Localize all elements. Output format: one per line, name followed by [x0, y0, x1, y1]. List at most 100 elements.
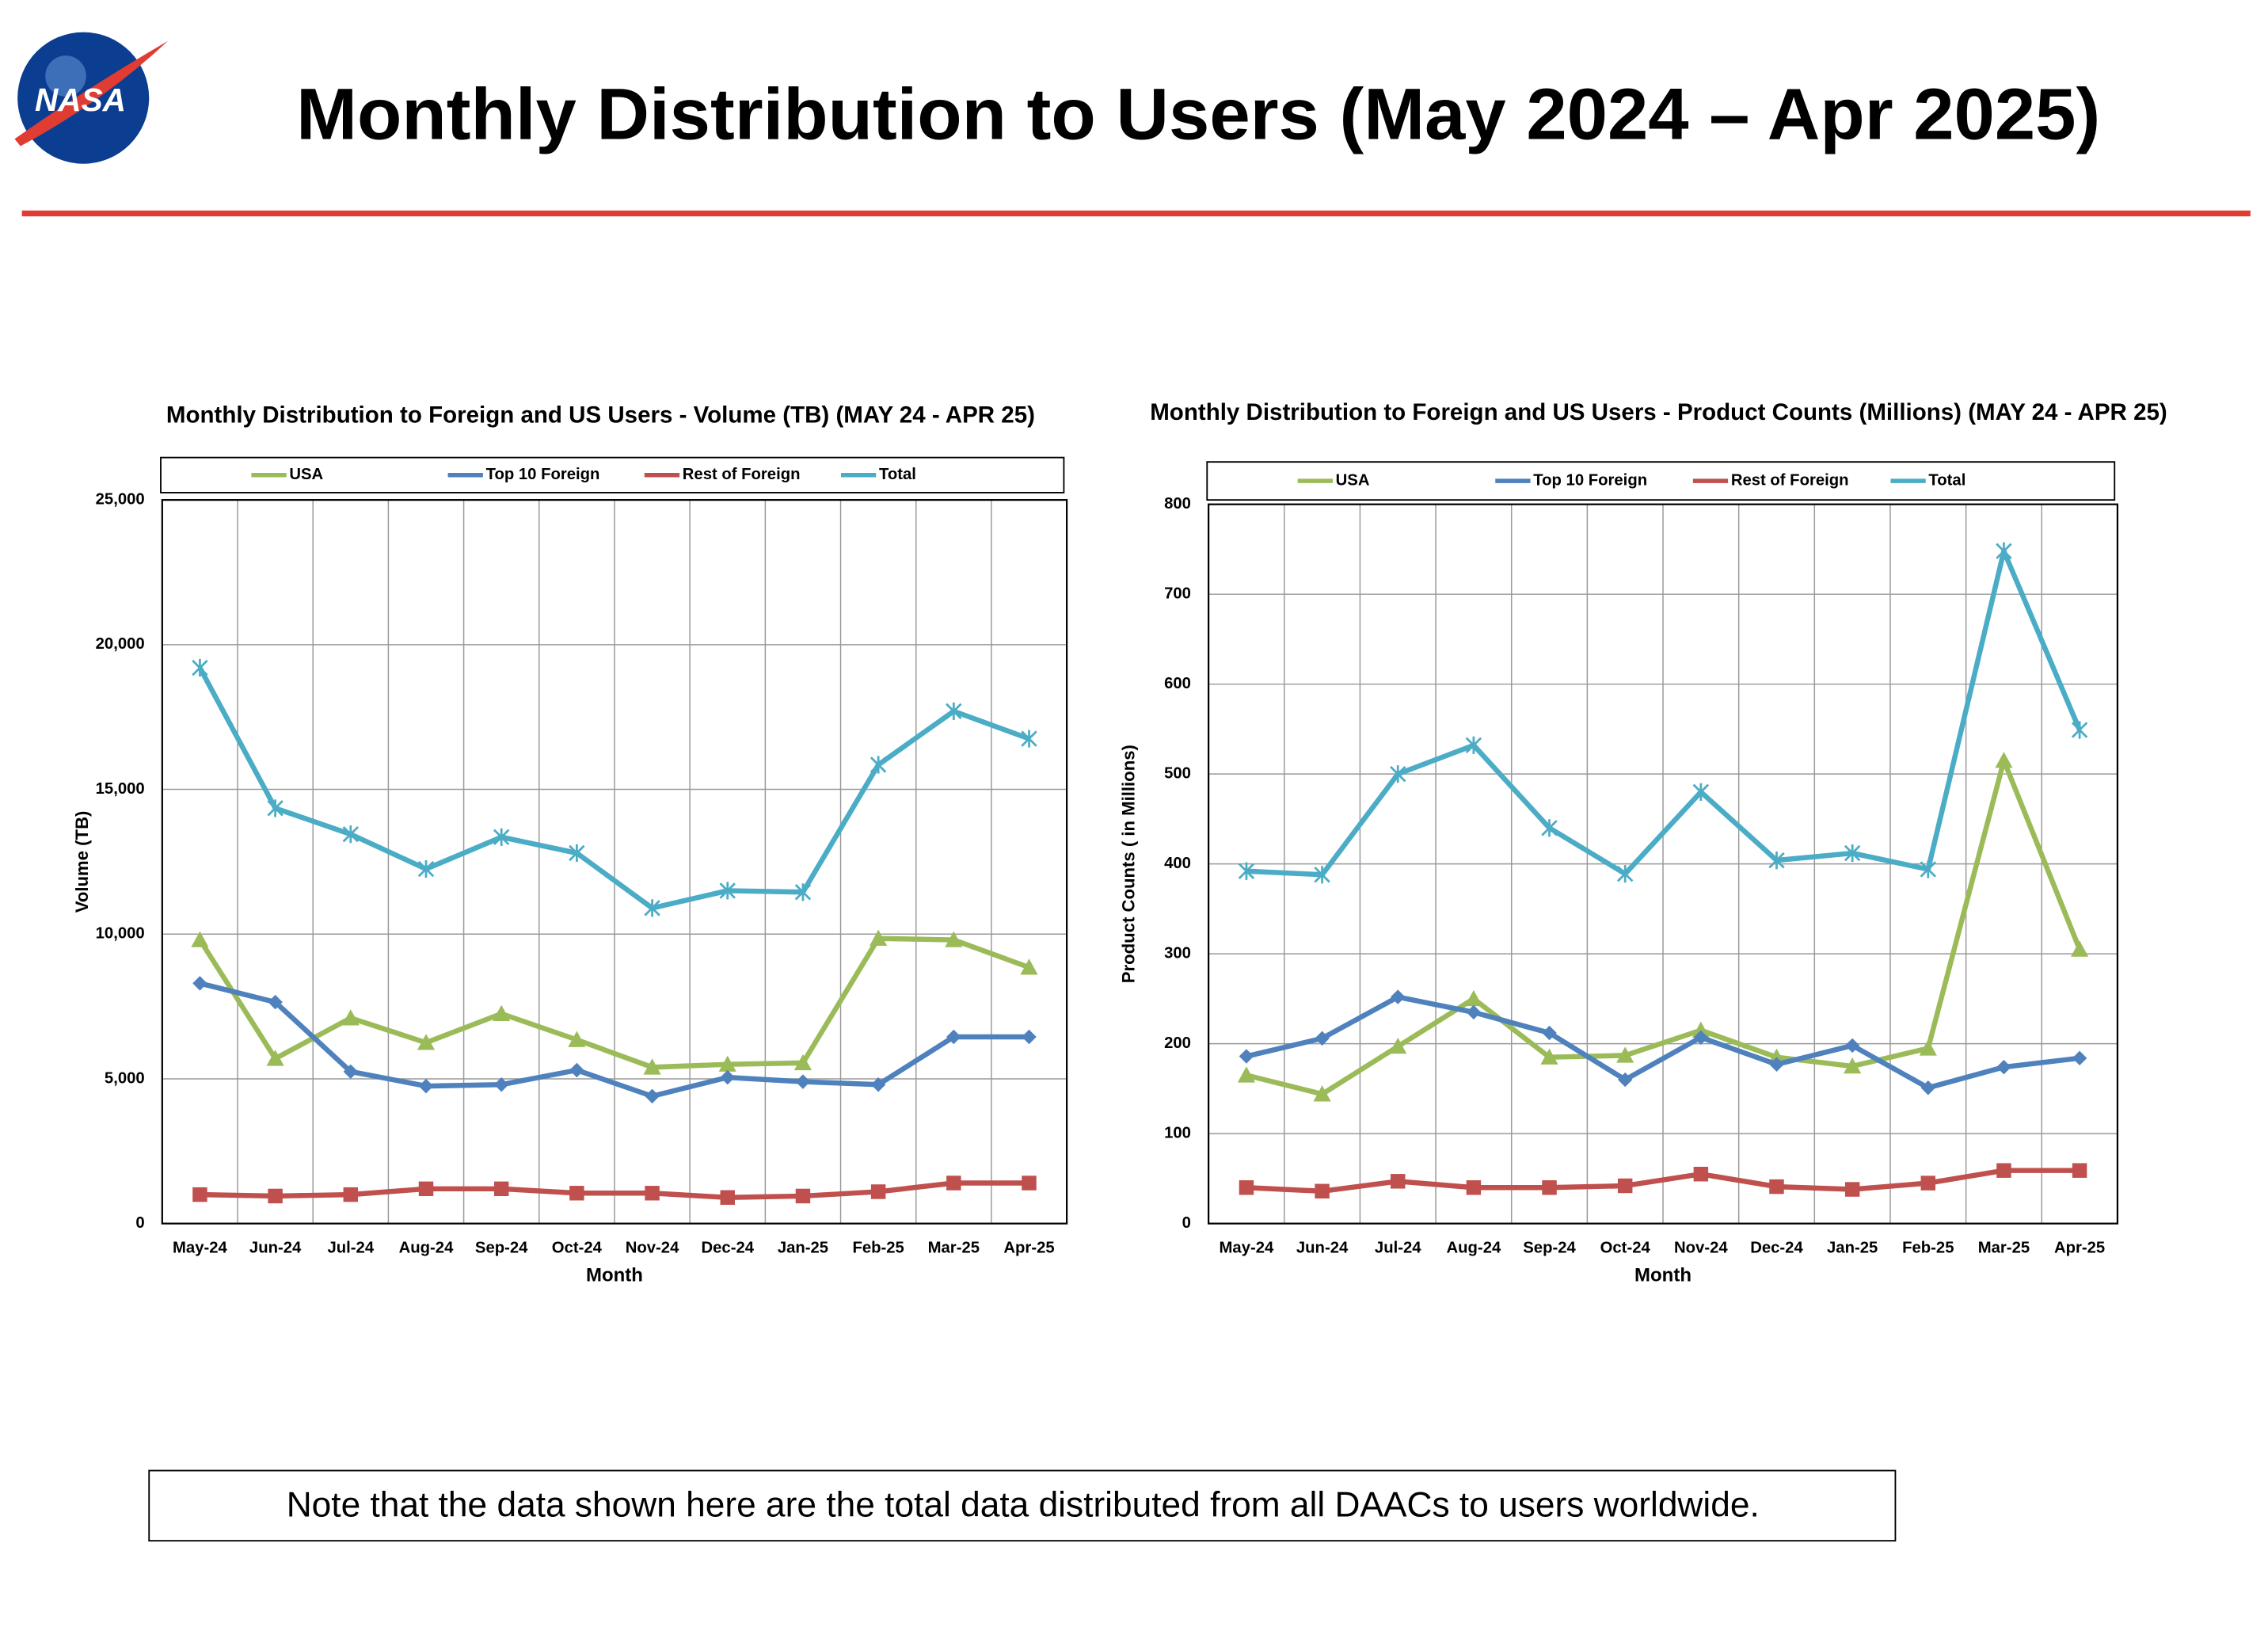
point	[795, 1188, 811, 1204]
y-tick-label: 100	[1164, 1125, 1191, 1142]
point	[1617, 1072, 1633, 1088]
chart: Monthly Distribution to Foreign and US U…	[1118, 399, 2167, 1286]
point	[1391, 1174, 1406, 1189]
legend-label: Top 10 Foreign	[1533, 472, 1647, 490]
series-line	[199, 981, 1029, 1099]
point	[268, 1188, 283, 1204]
point	[341, 1009, 360, 1026]
point	[493, 1004, 511, 1021]
point	[493, 1077, 509, 1092]
x-tick-label: Jun-24	[1296, 1239, 1349, 1256]
point	[192, 659, 208, 677]
y-tick-label: 600	[1164, 675, 1191, 692]
chart: Monthly Distribution to Foreign and US U…	[72, 402, 1068, 1286]
x-tick-label: Nov-24	[1674, 1239, 1728, 1256]
nasa-logo: NASA	[14, 32, 169, 164]
point	[1466, 1004, 1482, 1020]
point	[1617, 1178, 1633, 1194]
point	[1919, 1039, 1937, 1056]
point	[1314, 866, 1330, 884]
x-tick-label: May-24	[173, 1239, 227, 1256]
plot-border	[161, 499, 1068, 1225]
y-tick-label: 500	[1164, 765, 1191, 783]
logo-swoosh	[14, 40, 169, 147]
point	[1844, 1182, 1860, 1197]
series-line	[197, 666, 1030, 911]
x-axis-label: Month	[586, 1264, 643, 1286]
series-line	[1246, 994, 2080, 1091]
y-axis-label: Product Counts ( in Millions)	[1118, 745, 1138, 983]
point	[342, 825, 360, 844]
point	[1237, 1066, 1256, 1083]
point	[1315, 1031, 1330, 1046]
x-tick-label: Oct-24	[552, 1239, 603, 1256]
y-tick-label: 800	[1164, 495, 1191, 512]
x-tick-label: Aug-24	[399, 1239, 454, 1256]
y-tick-label: 25,000	[96, 491, 145, 509]
point	[1920, 860, 1937, 878]
point	[870, 1077, 886, 1092]
chart-title: Monthly Distribution to Foreign and US U…	[166, 402, 1035, 429]
point	[1238, 862, 1255, 880]
point	[1920, 1175, 1936, 1191]
point	[493, 1181, 509, 1197]
x-tick-label: Feb-25	[1902, 1239, 1954, 1256]
x-tick-label: Sep-24	[475, 1239, 528, 1256]
y-tick-label: 400	[1164, 855, 1191, 872]
point	[870, 756, 887, 774]
point	[2072, 1163, 2087, 1178]
x-tick-label: Feb-25	[852, 1239, 904, 1256]
point	[1844, 1057, 1862, 1074]
point	[1021, 730, 1037, 748]
y-tick-label: 20,000	[96, 635, 145, 653]
point	[870, 929, 888, 946]
point	[192, 976, 207, 991]
legend-label: Rest of Foreign	[683, 466, 801, 483]
point	[267, 799, 284, 817]
x-tick-label: Jun-24	[249, 1239, 302, 1256]
legend-label: Total	[879, 466, 916, 483]
series-line	[200, 1180, 1029, 1200]
plot-border	[1208, 503, 2119, 1225]
logo-highlight	[45, 55, 86, 97]
y-tick-label: 700	[1164, 585, 1191, 603]
y-tick-label: 0	[1182, 1214, 1191, 1232]
legend-label: Rest of Foreign	[1731, 472, 1849, 490]
x-tick-label: Sep-24	[1523, 1239, 1576, 1256]
point	[1466, 1180, 1482, 1195]
point	[1389, 1037, 1407, 1054]
x-tick-label: Apr-25	[1003, 1239, 1054, 1256]
point	[418, 1181, 434, 1197]
point	[1769, 1179, 1784, 1195]
point	[1020, 958, 1038, 975]
point	[1693, 1030, 1709, 1045]
x-tick-label: Dec-24	[701, 1239, 754, 1256]
x-tick-label: Jan-25	[778, 1239, 828, 1256]
y-tick-label: 200	[1164, 1034, 1191, 1052]
point	[794, 883, 812, 901]
point	[945, 931, 963, 947]
point	[870, 1184, 886, 1199]
x-tick-label: Jul-24	[327, 1239, 374, 1256]
point	[192, 1187, 207, 1202]
legend-label: USA	[289, 466, 323, 483]
point	[569, 1186, 584, 1201]
x-tick-label: Dec-24	[1750, 1239, 1803, 1256]
point	[191, 931, 209, 947]
point	[720, 1069, 735, 1085]
point	[644, 899, 660, 917]
point	[1768, 852, 1785, 870]
y-tick-label: 10,000	[96, 925, 145, 943]
point	[946, 702, 962, 720]
x-tick-label: Nov-24	[626, 1239, 679, 1256]
x-tick-label: May-24	[1220, 1239, 1274, 1256]
x-tick-label: Aug-24	[1447, 1239, 1501, 1256]
point	[1996, 542, 2012, 560]
series-line	[1246, 548, 2083, 878]
series-line	[197, 935, 1030, 1070]
y-tick-label: 15,000	[96, 780, 145, 798]
point	[1542, 1180, 1557, 1195]
point	[569, 844, 585, 863]
point	[1239, 1049, 1254, 1064]
